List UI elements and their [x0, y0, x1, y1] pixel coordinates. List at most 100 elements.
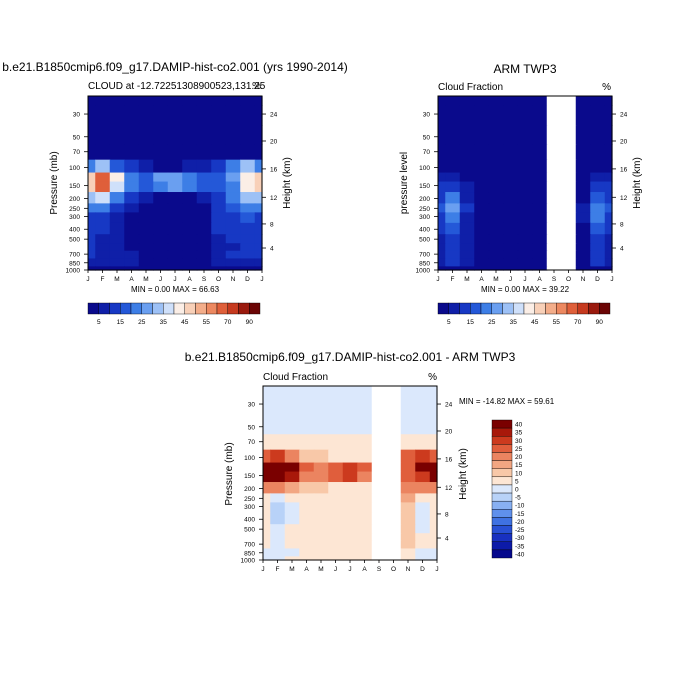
- heatmap-cell: [445, 159, 461, 174]
- heatmap-cell: [415, 548, 431, 557]
- heatmap-cell: [445, 96, 461, 106]
- colorbar-swatch: [87, 302, 99, 315]
- heatmap-cell: [604, 222, 613, 235]
- heatmap-cell: [400, 462, 416, 473]
- heatmap-cell: [225, 181, 241, 193]
- heatmap-cell: [211, 105, 227, 126]
- heatmap-cell: [517, 96, 533, 106]
- heatmap-cell: [532, 222, 548, 235]
- heatmap-cell: [459, 222, 475, 235]
- heatmap-cell: [299, 449, 315, 464]
- heatmap-cell: [109, 181, 125, 193]
- heatmap-cell: [357, 386, 373, 396]
- heatmap-cell: [429, 415, 438, 435]
- colorbar-swatch: [577, 302, 589, 315]
- heatmap-cell: [429, 482, 438, 494]
- heatmap-cell: [400, 482, 416, 494]
- heatmap-cell: [270, 556, 286, 561]
- heatmap-cell: [517, 234, 533, 244]
- heatmap-cell: [400, 471, 416, 483]
- month-tick-label: A: [362, 566, 367, 573]
- pressure-tick-label: 850: [69, 260, 80, 267]
- heatmap-cell: [532, 243, 548, 252]
- heatmap-cell: [517, 258, 533, 267]
- colorbar-label: 45: [181, 319, 189, 326]
- heatmap-cell: [474, 105, 490, 126]
- heatmap-cell: [532, 266, 548, 271]
- heatmap-cell: [575, 159, 591, 174]
- heatmap-cell: [400, 512, 416, 525]
- heatmap-cell: [590, 159, 606, 174]
- heatmap-cell: [604, 105, 613, 126]
- heatmap-cell: [284, 540, 300, 550]
- panel-obs-left-label: Cloud Fraction: [438, 82, 503, 93]
- heatmap-cell: [459, 144, 475, 161]
- heatmap-cell: [138, 105, 154, 126]
- heatmap-cell: [95, 96, 111, 106]
- heatmap-cell: [400, 386, 416, 396]
- heatmap-cell: [240, 181, 256, 193]
- heatmap-cell: [328, 502, 344, 514]
- heatmap-cell: [211, 203, 227, 213]
- heatmap-cell: [503, 96, 519, 106]
- heatmap-cell: [299, 434, 315, 451]
- heatmap-cell: [575, 258, 591, 267]
- heatmap-cell: [357, 415, 373, 435]
- height-tick-label: 8: [620, 221, 624, 228]
- month-tick-label: M: [464, 276, 469, 283]
- month-tick-label: A: [304, 566, 309, 573]
- pressure-tick-label: 150: [244, 473, 255, 480]
- heatmap-cell: [225, 192, 241, 204]
- heatmap-cell: [109, 266, 125, 271]
- heatmap-cell: [88, 181, 96, 193]
- month-tick-label: J: [435, 566, 438, 573]
- heatmap-cell: [604, 258, 613, 267]
- colorbar-swatch: [130, 302, 142, 315]
- month-tick-label: J: [610, 276, 613, 283]
- heatmap-cell: [284, 462, 300, 473]
- heatmap-cell: [240, 172, 256, 183]
- heatmap-cell: [263, 533, 271, 542]
- heatmap-cell: [109, 243, 125, 252]
- heatmap-cell: [196, 258, 212, 267]
- pressure-tick-label: 30: [73, 112, 81, 119]
- height-tick-label: 16: [270, 166, 278, 173]
- heatmap-cell: [445, 172, 461, 183]
- panel-diff-right-label: %: [428, 372, 437, 383]
- heatmap-cell: [517, 172, 533, 183]
- month-tick-label: N: [231, 276, 236, 283]
- month-tick-label: J: [523, 276, 526, 283]
- heatmap-cell: [561, 250, 577, 260]
- heatmap-cell: [415, 386, 431, 396]
- heatmap-cell: [211, 234, 227, 244]
- pressure-tick-label: 1000: [416, 268, 431, 275]
- colorbar-label: -10: [515, 503, 525, 510]
- heatmap-cell: [371, 449, 387, 464]
- heatmap-cell: [546, 234, 562, 244]
- heatmap-cell: [167, 243, 183, 252]
- heatmap-cell: [429, 462, 438, 473]
- heatmap-cell: [429, 395, 438, 416]
- heatmap-cell: [182, 125, 198, 145]
- heatmap-cell: [196, 159, 212, 174]
- heatmap-cell: [503, 192, 519, 204]
- heatmap-cell: [167, 144, 183, 161]
- month-tick-label: S: [552, 276, 557, 283]
- heatmap-cell: [196, 234, 212, 244]
- heatmap-cell: [590, 212, 606, 224]
- heatmap-cell: [445, 222, 461, 235]
- heatmap-cell: [532, 212, 548, 224]
- heatmap-cell: [88, 192, 96, 204]
- heatmap-cell: [561, 125, 577, 145]
- month-tick-label: J: [509, 276, 512, 283]
- heatmap-cell: [400, 502, 416, 514]
- heatmap-cell: [299, 502, 315, 514]
- colorbar-swatch: [491, 517, 513, 526]
- heatmap-cell: [386, 415, 402, 435]
- panel-diff-title: b.e21.B1850cmip6.f09_g17.DAMIP-hist-co2.…: [185, 350, 516, 364]
- pressure-tick-label: 250: [419, 206, 430, 213]
- heatmap-cell: [328, 434, 344, 451]
- pressure-tick-label: 50: [73, 134, 81, 141]
- heatmap-cell: [138, 222, 154, 235]
